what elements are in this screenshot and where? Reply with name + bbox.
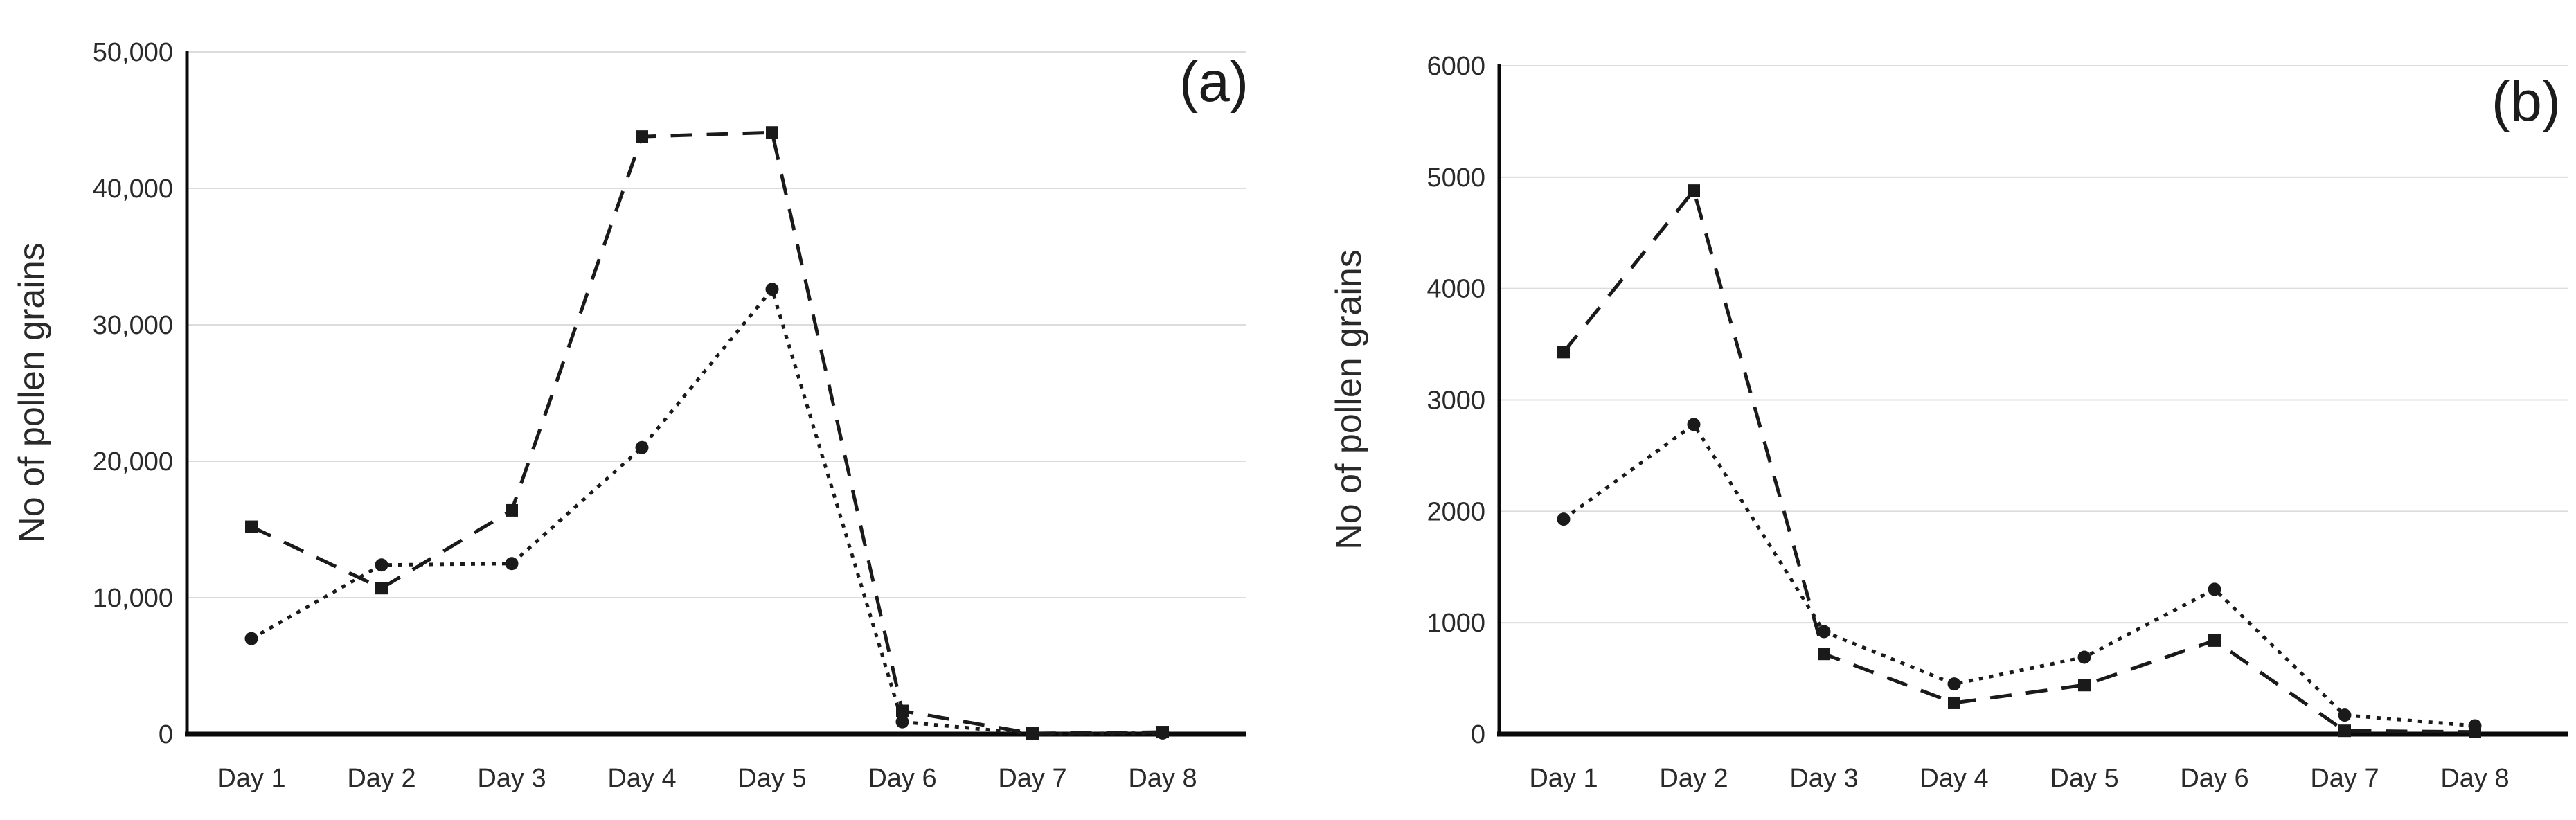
marker-square — [506, 503, 518, 517]
marker-circle — [1687, 418, 1701, 431]
marker-circle — [375, 558, 388, 572]
marker-square — [1948, 696, 1960, 709]
y-axis-title: No of pollen grains — [1329, 249, 1369, 550]
marker-circle — [244, 632, 258, 645]
x-tick-label: Day 4 — [1920, 764, 1988, 793]
y-tick-label: 30,000 — [93, 311, 173, 340]
panel-label: (b) — [2492, 70, 2561, 133]
marker-square — [636, 130, 648, 143]
x-tick-label: Day 1 — [1529, 764, 1598, 793]
x-tick-label: Day 6 — [2180, 764, 2248, 793]
y-axis-title: No of pollen grains — [12, 242, 52, 543]
x-tick-label: Day 7 — [998, 764, 1066, 793]
series-line-dotted — [1562, 422, 2476, 728]
series-line-dashed — [1562, 186, 2476, 734]
x-tick-label: Day 5 — [2050, 764, 2118, 793]
x-tick-label: Day 4 — [607, 764, 676, 793]
panel-a: 0 10,000 20,000 30,000 40,000 50,000 Day 1 Day … — [12, 38, 1249, 793]
marker-circle — [765, 283, 779, 296]
chart-a: 0 10,000 20,000 30,000 40,000 50,000 Day 1 Day … — [12, 38, 1249, 793]
y-tick-label: 50,000 — [93, 38, 173, 67]
x-tick-label: Day 7 — [2310, 764, 2379, 793]
marker-square — [2208, 634, 2221, 647]
y-tick-label: 1000 — [1426, 609, 1485, 638]
marker-square — [2078, 679, 2091, 692]
marker-square — [1688, 184, 1700, 197]
marker-circle — [2338, 708, 2352, 722]
y-tick-label: 0 — [159, 720, 173, 749]
marker-circle — [2077, 650, 2091, 664]
marker-circle — [895, 715, 909, 729]
marker-square — [2338, 724, 2351, 738]
y-tick-label: 20,000 — [93, 447, 173, 476]
x-tick-label: Day 3 — [477, 764, 546, 793]
marker-circle — [1817, 625, 1831, 639]
x-tick-label: Day 3 — [1789, 764, 1858, 793]
x-tick-label: Day 8 — [1128, 764, 1197, 793]
marker-square — [375, 582, 388, 595]
x-tick-label: Day 8 — [2440, 764, 2509, 793]
marker-circle — [635, 440, 649, 454]
series-line-dashed — [250, 130, 1163, 736]
marker-square — [1557, 346, 1570, 359]
y-tick-label: 4000 — [1426, 275, 1485, 304]
marker-circle — [2208, 582, 2221, 596]
panel-label: (a) — [1179, 51, 1249, 114]
marker-square — [766, 126, 778, 139]
y-tick-label: 0 — [1471, 720, 1485, 749]
marker-circle — [1947, 677, 1961, 691]
x-tick-label: Day 2 — [1659, 764, 1728, 793]
marker-circle — [505, 557, 519, 571]
marker-square — [245, 520, 258, 533]
x-tick-label: Day 6 — [868, 764, 936, 793]
marker-square — [1818, 648, 1830, 661]
marker-circle — [1156, 726, 1170, 740]
y-tick-label: 10,000 — [93, 584, 173, 613]
marker-circle — [2468, 719, 2482, 733]
panel-b: 0 1000 2000 3000 4000 5000 6000 Day 1 Day 2 Day 3… — [1288, 0, 2576, 820]
marker-circle — [1026, 727, 1039, 740]
x-tick-label: Day 5 — [737, 764, 806, 793]
y-tick-label: 3000 — [1426, 386, 1485, 416]
series-line-dotted — [250, 285, 1163, 736]
x-tick-label: Day 2 — [347, 764, 415, 793]
chart-b: 0 1000 2000 3000 4000 5000 6000 Day 1 Day 2 Day 3… — [1329, 52, 2568, 793]
y-tick-label: 2000 — [1426, 497, 1485, 526]
x-tick-label: Day 1 — [217, 764, 285, 793]
y-tick-label: 40,000 — [93, 175, 173, 204]
marker-circle — [1557, 512, 1571, 526]
y-tick-label: 5000 — [1426, 163, 1485, 193]
y-tick-label: 6000 — [1426, 52, 1485, 81]
